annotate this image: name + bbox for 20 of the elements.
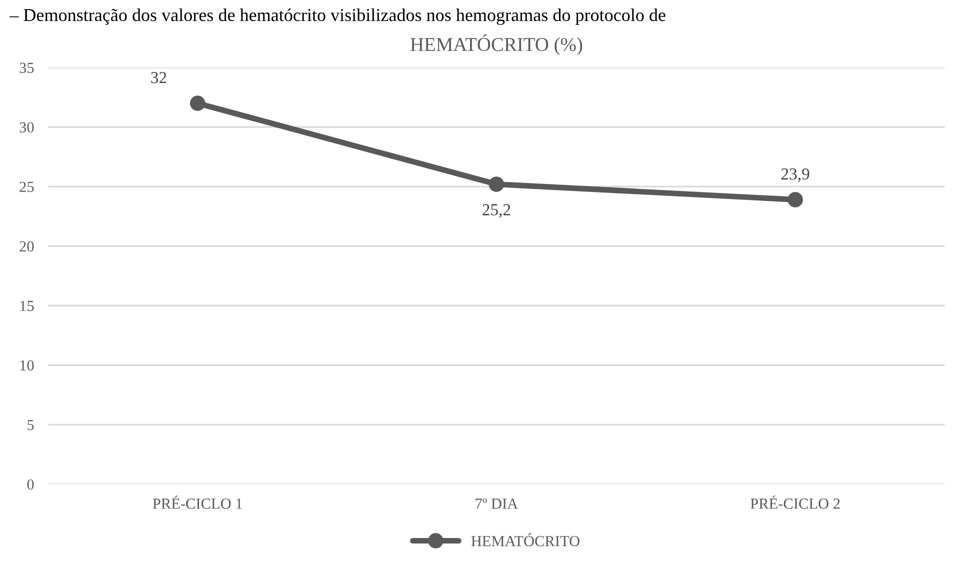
point (488, 176, 504, 192)
y-tick-label: 0 (27, 479, 34, 490)
y-tick-label: 5 (28, 420, 34, 430)
data-label: 25,2 (482, 204, 510, 218)
x-tick-label: PRÉ-CICLO 1 (152, 496, 242, 509)
data-label: 23,9 (781, 168, 810, 182)
y-tick-label: 20 (20, 241, 34, 252)
data-label: 32 (151, 72, 166, 84)
x-tick-label: 7º DIA (476, 498, 518, 509)
chart-title: HEMATÓCRITO (%) (410, 34, 582, 56)
y-tick-label: 10 (20, 360, 34, 371)
legend-label: HEMATÓCRITO (471, 533, 580, 546)
x-tick-label: PRÉ-CICLO 2 (750, 496, 840, 509)
y-tick-label: 35 (20, 62, 34, 74)
text: – Demonstração dos valores de hematócrito visibilizados nos hemogramas do protocolo de (10, 8, 666, 25)
y-tick-label: 25 (20, 182, 34, 192)
point (788, 192, 803, 208)
point (190, 96, 206, 111)
y-tick-label: 30 (20, 122, 34, 133)
y-tick-label: 15 (20, 300, 34, 312)
